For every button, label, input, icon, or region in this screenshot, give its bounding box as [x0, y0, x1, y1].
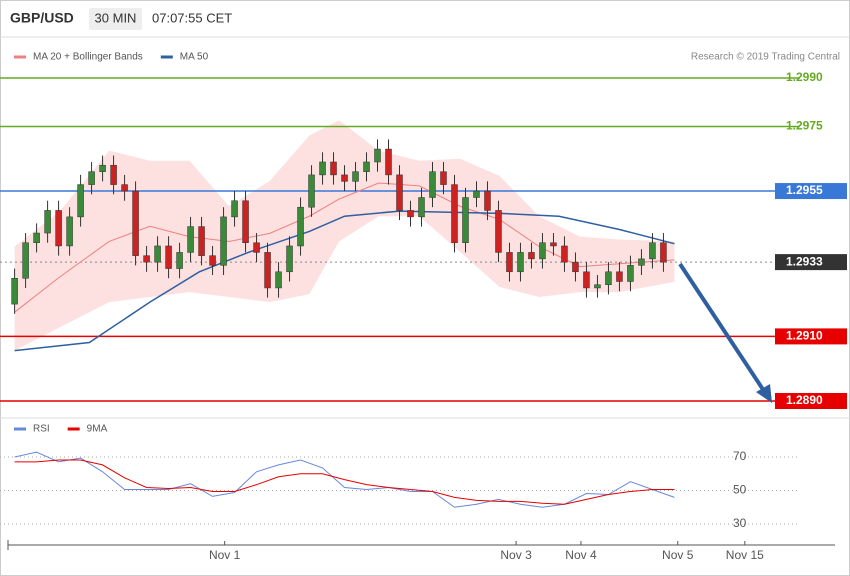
- candle-body: [473, 190, 480, 198]
- candle-body: [66, 216, 73, 247]
- candle-body: [451, 184, 458, 243]
- candle-body: [264, 252, 271, 289]
- time: 07:07:55 CET: [152, 10, 232, 25]
- level-box: [775, 254, 847, 271]
- candle-body: [660, 242, 667, 263]
- candle-body: [627, 265, 634, 282]
- candle-body: [99, 164, 106, 172]
- candle-body: [539, 242, 546, 260]
- candle-body: [572, 261, 579, 273]
- candle-body: [297, 206, 304, 247]
- candle-body: [132, 190, 139, 256]
- x-tick-label: Nov 15: [726, 548, 764, 562]
- candle-body: [440, 171, 447, 185]
- candle-body: [209, 255, 216, 266]
- candle-body: [44, 210, 51, 234]
- candle-body: [22, 242, 29, 279]
- candle-body: [418, 197, 425, 218]
- candle-body: [594, 284, 601, 289]
- candle-body: [253, 242, 260, 253]
- candle-body: [363, 161, 370, 172]
- legend-label: 9MA: [87, 424, 108, 435]
- candle-body: [77, 184, 84, 218]
- level-box: [775, 393, 847, 409]
- level-label: 1.2890: [786, 393, 823, 407]
- interval-box: [89, 8, 142, 30]
- candle-body: [275, 271, 282, 289]
- level-label: 1.2990: [786, 70, 823, 84]
- candle-body: [385, 148, 392, 176]
- rsi-line: [14, 459, 675, 505]
- candle-body: [110, 164, 117, 185]
- candle-body: [616, 271, 623, 282]
- y-tick-label: 70: [733, 449, 747, 463]
- level-box: [775, 328, 847, 345]
- candle-body: [187, 226, 194, 253]
- candle-body: [649, 242, 656, 260]
- candle-body: [561, 245, 568, 263]
- interval: 30 MIN: [95, 10, 137, 25]
- forecast-arrow: [678, 262, 768, 396]
- candle-body: [462, 197, 469, 243]
- level-label: 1.2955: [786, 183, 823, 197]
- candle-body: [374, 148, 381, 163]
- credit: Research © 2019 Trading Central: [691, 52, 840, 63]
- candle-body: [429, 171, 436, 198]
- level-box: [775, 183, 847, 200]
- candle-body: [286, 245, 293, 273]
- candle-body: [352, 171, 359, 182]
- candle-body: [484, 190, 491, 211]
- x-tick-label: Nov 4: [565, 548, 597, 562]
- candle-body: [396, 174, 403, 211]
- candle-body: [638, 258, 645, 266]
- candle-body: [88, 171, 95, 185]
- level-label: 1.2975: [786, 119, 823, 133]
- candle-body: [319, 161, 326, 176]
- bollinger-band: [14, 120, 675, 351]
- candle-body: [341, 174, 348, 182]
- legend-label: MA 20 + Bollinger Bands: [33, 52, 143, 63]
- candle-body: [517, 252, 524, 273]
- candle-body: [407, 210, 414, 218]
- candle-body: [121, 184, 128, 192]
- candle-body: [33, 232, 40, 243]
- candle-body: [528, 252, 535, 260]
- x-tick-label: Nov 3: [500, 548, 532, 562]
- candle-body: [165, 245, 172, 269]
- legend-label: MA 50: [180, 52, 209, 63]
- candle-body: [495, 210, 502, 253]
- candle-body: [220, 216, 227, 266]
- symbol: GBP/USD: [10, 10, 74, 26]
- candle-body: [583, 271, 590, 289]
- candle-body: [55, 210, 62, 247]
- level-label: 1.2933: [786, 254, 823, 268]
- candle-body: [11, 278, 18, 305]
- candle-body: [242, 200, 249, 243]
- forecast-arrow-head: [756, 384, 772, 403]
- candle-body: [154, 245, 161, 263]
- ma-line: [14, 210, 675, 352]
- y-tick-label: 30: [733, 516, 747, 530]
- candle-body: [308, 174, 315, 208]
- legend-label: RSI: [33, 424, 50, 435]
- y-tick-label: 50: [733, 483, 747, 497]
- candle-body: [176, 252, 183, 269]
- candle-body: [231, 200, 238, 218]
- x-tick-label: Nov 1: [209, 548, 241, 562]
- candle-body: [605, 271, 612, 285]
- candle-body: [143, 255, 150, 263]
- level-label: 1.2910: [786, 329, 823, 343]
- candle-body: [550, 242, 557, 247]
- candle-body: [330, 161, 337, 176]
- candle-body: [506, 252, 513, 273]
- candle-body: [198, 226, 205, 256]
- x-tick-label: Nov 5: [662, 548, 694, 562]
